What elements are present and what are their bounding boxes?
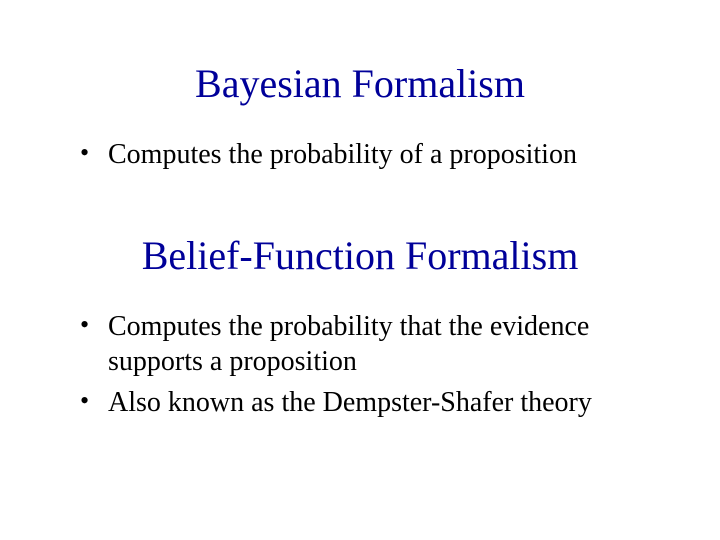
section2-title: Belief-Function Formalism [60,232,660,279]
section1-title: Bayesian Formalism [60,60,660,107]
slide: Bayesian Formalism Computes the probabil… [0,0,720,540]
list-item: Also known as the Dempster-Shafer theory [80,385,660,420]
list-item: Computes the probability that the eviden… [80,309,660,379]
section1-bullets: Computes the probability of a propositio… [80,137,660,172]
list-item: Computes the probability of a propositio… [80,137,660,172]
section2-bullets: Computes the probability that the eviden… [80,309,660,420]
